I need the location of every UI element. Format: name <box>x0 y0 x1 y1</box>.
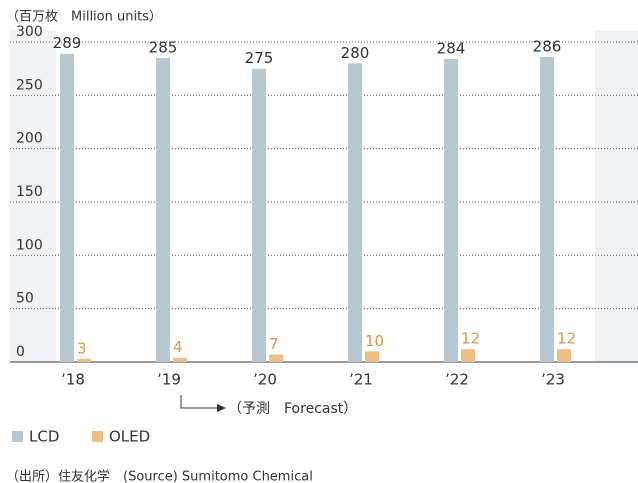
forecast-arrowhead <box>217 404 226 412</box>
bar <box>269 354 283 362</box>
legend-label: OLED <box>109 428 150 446</box>
value-label: 285 <box>149 39 178 57</box>
annotation: （予測 Forecast） <box>228 401 357 417</box>
value-label: 12 <box>461 330 480 348</box>
x-tick-label: ’20 <box>253 371 277 389</box>
bar <box>348 63 362 362</box>
source: （出所）住友化学 (Source) Sumitomo Chemical <box>6 469 313 483</box>
value-label: 10 <box>365 332 384 350</box>
bar <box>156 58 170 362</box>
y-tick-label: 250 <box>16 77 43 93</box>
legend-swatch <box>12 431 23 442</box>
value-label: 280 <box>341 44 370 62</box>
bar <box>365 351 379 362</box>
y-tick-label: 200 <box>16 131 43 147</box>
value-label: 12 <box>557 330 576 348</box>
y-tick-label: 300 <box>16 24 43 40</box>
value-label: 289 <box>53 34 82 52</box>
left-band <box>10 30 56 362</box>
value-label: 7 <box>269 335 279 353</box>
value-label: 284 <box>437 40 466 58</box>
bar <box>557 349 571 362</box>
x-tick-label: ’22 <box>445 371 469 389</box>
value-label: 275 <box>245 49 274 67</box>
y-tick-label: 150 <box>16 184 43 200</box>
forecast-arrow <box>180 395 217 409</box>
bar <box>252 68 266 363</box>
value-label: 4 <box>173 338 183 356</box>
x-tick-label: ’21 <box>349 371 373 389</box>
x-tick-label: ’23 <box>541 371 565 389</box>
bar <box>77 358 91 362</box>
bar <box>540 56 554 362</box>
x-tick-label: ’19 <box>157 371 181 389</box>
value-label: 286 <box>533 37 562 55</box>
bar <box>461 349 475 362</box>
unit-label: （百万枚 Million units） <box>6 10 162 25</box>
legend-swatch <box>92 431 103 442</box>
bar <box>444 59 458 363</box>
y-tick-label: 50 <box>16 291 34 307</box>
bar <box>60 53 74 362</box>
bar <box>173 357 187 362</box>
legend-label: LCD <box>29 428 59 446</box>
value-label: 3 <box>77 339 87 357</box>
right-band <box>595 30 638 362</box>
y-tick-label: 100 <box>16 237 43 253</box>
x-tick-label: ’18 <box>61 371 85 389</box>
y-tick-label: 0 <box>16 344 25 360</box>
